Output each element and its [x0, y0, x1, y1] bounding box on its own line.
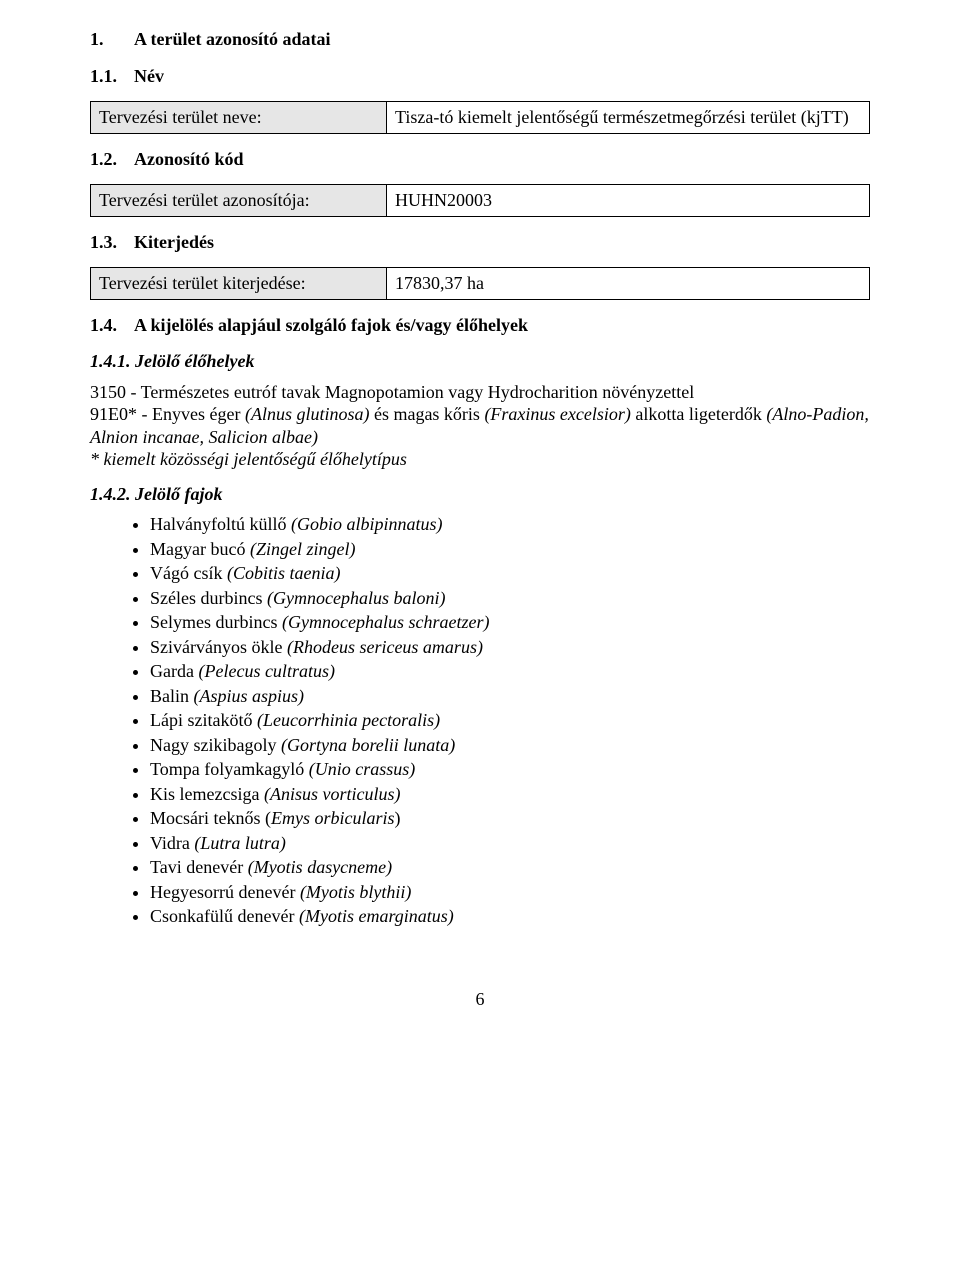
- table-area: Tervezési terület kiterjedése: 17830,37 …: [90, 267, 870, 300]
- section-1-2-heading: 1.2. Azonosító kód: [90, 148, 870, 171]
- list-item: Garda (Pelecus cultratus): [150, 660, 870, 683]
- list-item: Balin (Aspius aspius): [150, 685, 870, 708]
- section-1-3-num: 1.3.: [90, 231, 134, 254]
- species-latin: (Leucorrhinia pectoralis): [257, 710, 440, 730]
- species-name: Csonkafülű denevér: [150, 906, 299, 926]
- list-item: Selymes durbincs (Gymnocephalus schraetz…: [150, 611, 870, 634]
- label-cell: Tervezési terület kiterjedése:: [91, 268, 387, 300]
- species-latin: (Unio crassus): [309, 759, 416, 779]
- species-suffix: ): [394, 808, 400, 828]
- species-name: Selymes durbincs: [150, 612, 282, 632]
- table-row: Tervezési terület kiterjedése: 17830,37 …: [91, 268, 870, 300]
- habitat-91e0: 91E0* - Enyves éger (Alnus glutinosa) és…: [90, 403, 870, 448]
- species-name: Vidra: [150, 833, 194, 853]
- list-item: Hegyesorrú denevér (Myotis blythii): [150, 881, 870, 904]
- species-list: Halványfoltú küllő (Gobio albipinnatus)M…: [90, 513, 870, 928]
- species-latin: (Pelecus cultratus): [198, 661, 334, 681]
- section-1-3-heading: 1.3. Kiterjedés: [90, 231, 870, 254]
- section-1-4-heading: 1.4. A kijelölés alapjául szolgáló fajok…: [90, 314, 870, 337]
- species-name: Garda: [150, 661, 198, 681]
- habitat-3150: 3150 - Természetes eutróf tavak Magnopot…: [90, 381, 870, 404]
- species-latin: (Gymnocephalus baloni): [267, 588, 445, 608]
- list-item: Vidra (Lutra lutra): [150, 832, 870, 855]
- species-name: Nagy szikibagoly: [150, 735, 281, 755]
- species-name: Kis lemezcsiga: [150, 784, 264, 804]
- list-item: Lápi szitakötő (Leucorrhinia pectoralis): [150, 709, 870, 732]
- section-1-1-heading: 1.1. Név: [90, 65, 870, 88]
- species-name: Mocsári teknős (: [150, 808, 271, 828]
- species-latin: (Lutra lutra): [194, 833, 286, 853]
- label-cell: Tervezési terület neve:: [91, 102, 387, 134]
- species-name: Szivárványos ökle: [150, 637, 287, 657]
- species-name: Tavi denevér: [150, 857, 248, 877]
- species-latin: (Rhodeus sericeus amarus): [287, 637, 483, 657]
- table-row: Tervezési terület neve: Tisza-tó kiemelt…: [91, 102, 870, 134]
- section-1-1-title: Név: [134, 65, 164, 88]
- species-name: Lápi szitakötő: [150, 710, 257, 730]
- species-name: Vágó csík: [150, 563, 227, 583]
- list-item: Tompa folyamkagyló (Unio crassus): [150, 758, 870, 781]
- species-name: Széles durbincs: [150, 588, 267, 608]
- list-item: Kis lemezcsiga (Anisus vorticulus): [150, 783, 870, 806]
- species-latin: (Aspius aspius): [194, 686, 305, 706]
- species-name: Balin: [150, 686, 194, 706]
- species-name: Tompa folyamkagyló: [150, 759, 309, 779]
- habitat-3150-text: 3150 - Természetes eutróf tavak Magnopot…: [90, 382, 694, 402]
- table-name: Tervezési terület neve: Tisza-tó kiemelt…: [90, 101, 870, 134]
- species-latin: (Gymnocephalus schraetzer): [282, 612, 489, 632]
- table-id: Tervezési terület azonosítója: HUHN20003: [90, 184, 870, 217]
- section-1-4-1-heading: 1.4.1. Jelölő élőhelyek: [90, 350, 870, 373]
- section-1-4-title: A kijelölés alapjául szolgáló fajok és/v…: [134, 314, 528, 337]
- list-item: Halványfoltú küllő (Gobio albipinnatus): [150, 513, 870, 536]
- list-item: Széles durbincs (Gymnocephalus baloni): [150, 587, 870, 610]
- value-cell: 17830,37 ha: [387, 268, 870, 300]
- section-1-2-title: Azonosító kód: [134, 148, 244, 171]
- list-item: Szivárványos ökle (Rhodeus sericeus amar…: [150, 636, 870, 659]
- page-number: 6: [90, 988, 870, 1011]
- list-item: Tavi denevér (Myotis dasycneme): [150, 856, 870, 879]
- species-latin: (Myotis emarginatus): [299, 906, 454, 926]
- section-1-title: A terület azonosító adatai: [134, 28, 330, 51]
- species-latin: (Zingel zingel): [250, 539, 356, 559]
- label-cell: Tervezési terület azonosítója:: [91, 185, 387, 217]
- species-latin: (Myotis blythii): [300, 882, 411, 902]
- list-item: Vágó csík (Cobitis taenia): [150, 562, 870, 585]
- species-latin: (Myotis dasycneme): [248, 857, 392, 877]
- section-1-4-2-heading: 1.4.2. Jelölő fajok: [90, 483, 870, 506]
- list-item: Mocsári teknős (Emys orbicularis): [150, 807, 870, 830]
- section-1-3-title: Kiterjedés: [134, 231, 214, 254]
- species-latin: (Cobitis taenia): [227, 563, 341, 583]
- habitat-footnote: * kiemelt közösségi jelentőségű élőhelyt…: [90, 448, 870, 471]
- table-row: Tervezési terület azonosítója: HUHN20003: [91, 185, 870, 217]
- list-item: Magyar bucó (Zingel zingel): [150, 538, 870, 561]
- value-cell: Tisza-tó kiemelt jelentőségű természetme…: [387, 102, 870, 134]
- section-1-4-num: 1.4.: [90, 314, 134, 337]
- species-latin: (Gortyna borelii lunata): [281, 735, 455, 755]
- section-1-2-num: 1.2.: [90, 148, 134, 171]
- species-name: Hegyesorrú denevér: [150, 882, 300, 902]
- list-item: Csonkafülű denevér (Myotis emarginatus): [150, 905, 870, 928]
- list-item: Nagy szikibagoly (Gortyna borelii lunata…: [150, 734, 870, 757]
- species-latin: Emys orbicularis: [271, 808, 395, 828]
- species-latin: (Gobio albipinnatus): [291, 514, 443, 534]
- species-name: Halványfoltú küllő: [150, 514, 291, 534]
- section-1-1-num: 1.1.: [90, 65, 134, 88]
- section-1-heading: 1. A terület azonosító adatai: [90, 28, 870, 51]
- species-latin: (Anisus vorticulus): [264, 784, 401, 804]
- section-1-num: 1.: [90, 28, 134, 51]
- species-name: Magyar bucó: [150, 539, 250, 559]
- habitat-block: 3150 - Természetes eutróf tavak Magnopot…: [90, 381, 870, 471]
- value-cell: HUHN20003: [387, 185, 870, 217]
